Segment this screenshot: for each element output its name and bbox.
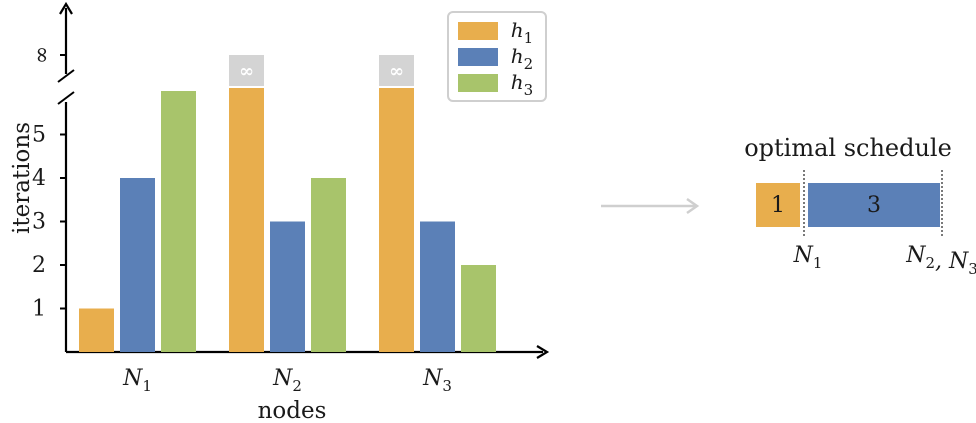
schedule-segment <box>756 183 800 227</box>
schedule-segment <box>808 183 940 227</box>
infinity-marker-box <box>379 55 414 86</box>
legend-label: h3 <box>511 70 533 99</box>
schedule-boundary-label: N2, N3 <box>905 243 976 278</box>
bar <box>79 308 114 352</box>
legend-swatch <box>458 22 498 40</box>
y-axis-arrow <box>59 1 73 15</box>
y-tick-label: 1 <box>32 297 46 322</box>
schedule-title: optimal schedule <box>744 134 952 162</box>
y-tick-label: 4 <box>32 166 46 191</box>
infinity-marker-box <box>229 55 264 86</box>
bar <box>461 265 496 352</box>
legend-swatch <box>458 48 498 66</box>
y-tick-label: 3 <box>32 210 46 235</box>
infinity-marker-glyph: ∞ <box>239 61 254 82</box>
y-axis-title: iterations <box>9 122 35 234</box>
bar-infinite <box>379 88 414 352</box>
category-label: N3 <box>422 366 452 395</box>
schedule-boundary-label: N1 <box>793 243 823 272</box>
bar <box>420 221 455 352</box>
y-tick-label: 2 <box>32 253 46 278</box>
y-infinity-tick-label: ∞ <box>30 46 55 64</box>
bar <box>270 221 305 352</box>
category-label: N1 <box>122 366 152 395</box>
bar <box>161 91 196 352</box>
x-axis-arrow <box>536 345 550 359</box>
bar-infinite <box>229 88 264 352</box>
legend-label: h1 <box>511 18 533 47</box>
bar <box>120 178 155 352</box>
axis-break-mark <box>57 91 75 105</box>
schedule-segment-label: 3 <box>867 193 881 218</box>
bar <box>311 178 346 352</box>
schedule-segment-label: 1 <box>771 193 785 218</box>
y-tick-label: 5 <box>32 123 46 148</box>
legend-swatch <box>458 74 498 92</box>
legend-label: h2 <box>511 44 533 73</box>
transition-arrow-head <box>686 197 700 215</box>
infinity-marker-glyph: ∞ <box>389 61 404 82</box>
optimal-schedule: optimal schedule 1 3 N1 N2, N3 <box>744 134 976 278</box>
category-label: N2 <box>272 366 302 395</box>
axis-break-mark <box>57 69 75 83</box>
x-axis-title: nodes <box>258 398 327 423</box>
